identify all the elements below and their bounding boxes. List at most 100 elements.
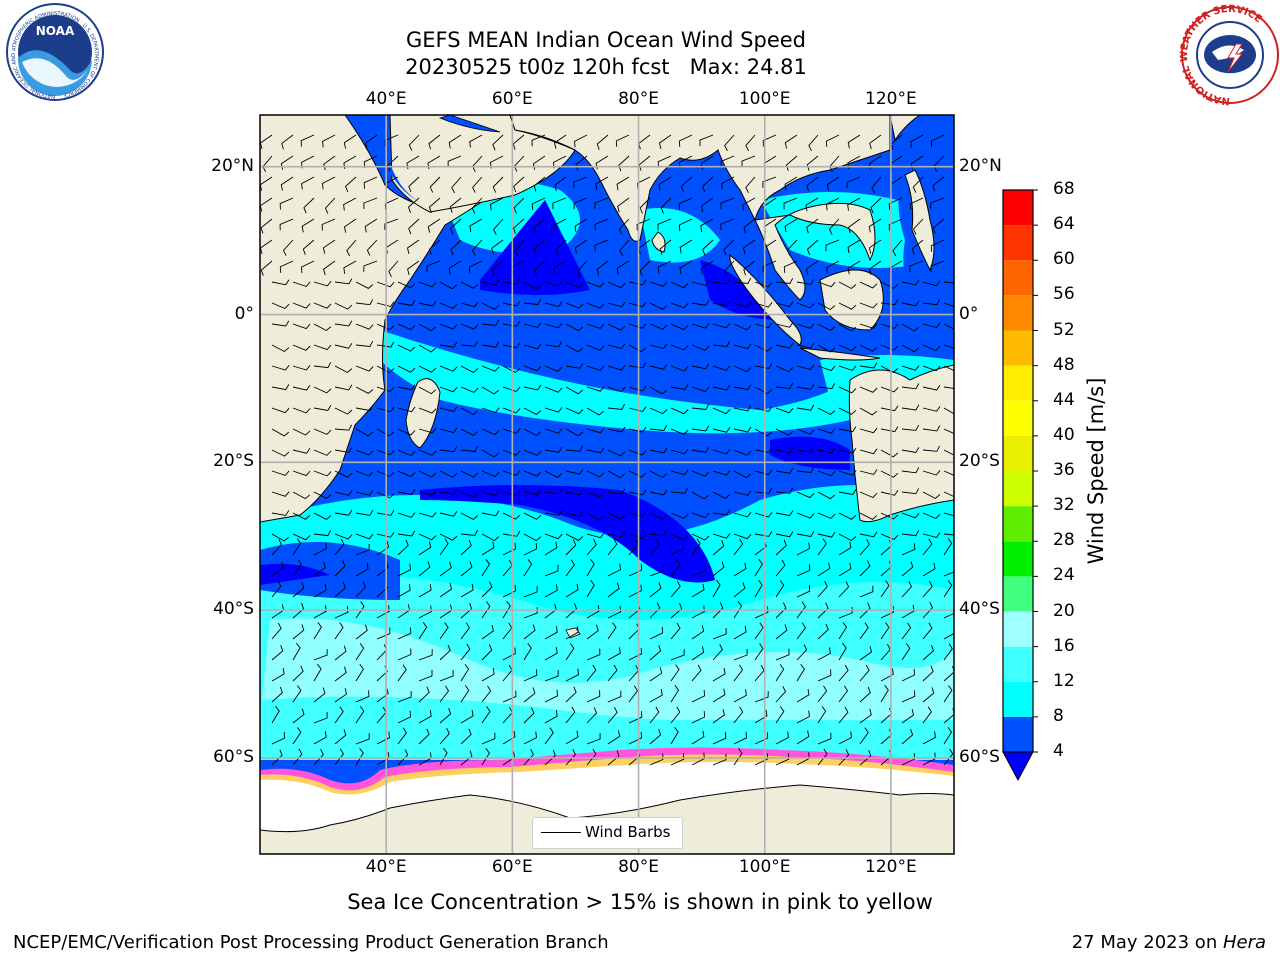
wind-barb	[460, 750, 473, 766]
colorbar-tick-label: 68	[1053, 179, 1075, 199]
wind-barb	[586, 447, 605, 454]
wind-barb	[397, 627, 412, 640]
wind-barb	[271, 365, 290, 371]
wind-barb	[700, 197, 714, 212]
wind-barb	[365, 134, 378, 150]
wind-barb	[888, 197, 903, 210]
wind-barb	[922, 425, 941, 432]
wind-barb	[586, 532, 605, 539]
wind-barb	[280, 176, 294, 191]
wind-barb	[617, 197, 630, 213]
wind-barb	[880, 281, 899, 289]
wind-barb	[838, 447, 857, 454]
wind-barb	[628, 489, 647, 496]
wind-barb	[922, 644, 935, 661]
wind-barb	[691, 299, 710, 306]
footer-date: 27 May 2023 on Hera	[1072, 932, 1266, 953]
wind-barb	[733, 582, 746, 598]
wind-barb	[901, 279, 920, 286]
wind-barb	[502, 690, 517, 703]
wind-barb	[805, 197, 819, 212]
wind-barb	[565, 559, 575, 577]
wind-barb	[618, 218, 630, 235]
wind-barb	[523, 586, 538, 598]
wind-barb	[796, 384, 815, 390]
wind-barb	[783, 197, 798, 210]
wind-barb	[775, 407, 794, 414]
wind-barb	[523, 407, 542, 416]
wind-barb	[292, 727, 302, 745]
wind-barb	[271, 705, 280, 724]
wind-barb	[292, 344, 311, 351]
wind-barb	[313, 649, 328, 661]
wind-barb	[838, 664, 849, 682]
wind-barb	[397, 384, 416, 391]
wind-barb	[460, 512, 479, 521]
wind-barb	[313, 449, 332, 456]
wind-barb	[700, 155, 714, 170]
map-gridlines	[260, 115, 954, 854]
wind-barb	[292, 491, 311, 500]
wind-barb	[544, 365, 563, 372]
wind-barb	[628, 584, 642, 598]
wind-barb	[376, 510, 395, 516]
wind-barb	[859, 646, 873, 661]
wind-barb	[649, 407, 668, 415]
wind-barb	[691, 386, 710, 393]
wind-barb	[806, 239, 819, 256]
wind-barb	[846, 176, 861, 189]
wind-barb	[607, 323, 626, 331]
wind-barb	[909, 260, 924, 272]
wind-barb	[271, 344, 290, 353]
wind-barb	[460, 728, 472, 745]
wind-barb	[469, 218, 483, 233]
wind-barb	[636, 218, 651, 231]
wind-barb	[418, 489, 437, 496]
wind-barb	[586, 491, 605, 498]
wind-barb	[754, 643, 764, 661]
wind-barb	[762, 134, 777, 147]
wind-barb	[670, 533, 689, 541]
wind-barb	[826, 197, 840, 211]
wind-barb	[292, 582, 305, 598]
wind-barb	[733, 365, 752, 373]
wind-barb	[912, 218, 924, 235]
wind-barb	[573, 176, 588, 188]
wind-barb	[607, 706, 618, 724]
map-frame	[259, 114, 955, 855]
wind-barb	[554, 176, 567, 192]
wind-barb	[817, 732, 832, 745]
wind-barb	[775, 531, 794, 538]
wind-barb	[313, 731, 327, 745]
wind-barb	[397, 470, 416, 478]
wind-barb	[481, 748, 490, 766]
wind-barb	[523, 748, 534, 766]
wind-barb	[733, 689, 747, 703]
wind-barb	[493, 218, 504, 236]
wind-barb	[439, 727, 450, 745]
wind-barb	[784, 134, 798, 149]
wind-barb	[586, 323, 605, 329]
wind-barb	[292, 407, 311, 414]
wind-barb	[334, 729, 347, 745]
wind-barb	[796, 644, 808, 661]
wind-barb	[565, 668, 579, 682]
wind-barb	[859, 407, 878, 416]
wind-barb	[448, 134, 462, 149]
wind-barb	[838, 541, 852, 556]
wind-barb	[847, 134, 861, 149]
wind-barb	[691, 446, 710, 453]
wind-barb	[670, 542, 685, 556]
wind-barb	[712, 365, 731, 371]
wind-barb	[439, 561, 452, 577]
wind-barb	[733, 664, 744, 682]
wind-barb	[481, 644, 493, 661]
wind-barb	[847, 239, 861, 254]
wind-barb	[355, 490, 374, 496]
wind-barb	[407, 197, 420, 214]
wind-barb	[901, 488, 920, 495]
wind-barb	[775, 580, 785, 598]
wind-barb	[691, 363, 710, 370]
wind-barb	[649, 323, 668, 330]
wind-barb	[901, 690, 916, 703]
